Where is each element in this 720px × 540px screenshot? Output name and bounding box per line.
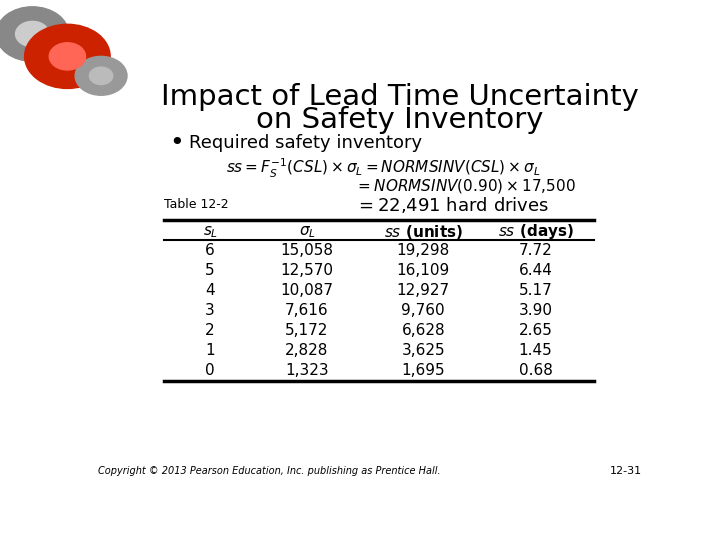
Text: 1,323: 1,323: [285, 363, 329, 378]
Text: $= \mathit{NORMSINV}(0.90)\times 17{,}500$: $= \mathit{NORMSINV}(0.90)\times 17{,}50…: [355, 178, 576, 195]
Text: $\mathit{ss}$ (days): $\mathit{ss}$ (days): [498, 222, 574, 241]
Text: Impact of Lead Time Uncertainty: Impact of Lead Time Uncertainty: [161, 83, 639, 111]
Text: 2,828: 2,828: [285, 343, 329, 358]
Circle shape: [89, 67, 113, 85]
Text: •: •: [169, 131, 184, 156]
Text: Required safety inventory: Required safety inventory: [189, 134, 423, 152]
Text: 12,570: 12,570: [281, 263, 333, 278]
Text: 1: 1: [205, 343, 215, 358]
Text: $\mathit{s}_L$: $\mathit{s}_L$: [202, 224, 217, 240]
Text: 6.44: 6.44: [518, 263, 552, 278]
Text: 5,172: 5,172: [285, 323, 329, 338]
Text: $= 22{,}491\ \mathrm{hard\ drives}$: $= 22{,}491\ \mathrm{hard\ drives}$: [355, 195, 549, 215]
Text: $\mathit{\sigma}_L$: $\mathit{\sigma}_L$: [299, 224, 315, 240]
Text: 16,109: 16,109: [397, 263, 450, 278]
Text: $\mathit{ss}$ (units): $\mathit{ss}$ (units): [384, 223, 463, 241]
Text: 0.68: 0.68: [518, 363, 552, 378]
Text: 3: 3: [205, 303, 215, 318]
Circle shape: [16, 22, 49, 46]
Circle shape: [49, 43, 86, 70]
Text: 0: 0: [205, 363, 215, 378]
Text: 5.17: 5.17: [518, 283, 552, 298]
Circle shape: [75, 56, 127, 95]
Text: 12,927: 12,927: [397, 283, 450, 298]
Text: 2: 2: [205, 323, 215, 338]
Text: 3,625: 3,625: [402, 343, 445, 358]
Text: 12-31: 12-31: [610, 466, 642, 476]
Text: 2.65: 2.65: [518, 323, 552, 338]
Text: on Safety Inventory: on Safety Inventory: [256, 106, 544, 134]
Text: 6: 6: [205, 243, 215, 258]
Text: Table 12-2: Table 12-2: [163, 198, 228, 212]
Text: 15,058: 15,058: [281, 243, 333, 258]
Circle shape: [0, 7, 68, 61]
Circle shape: [24, 24, 110, 89]
Text: 10,087: 10,087: [281, 283, 333, 298]
Text: 4: 4: [205, 283, 215, 298]
Text: 19,298: 19,298: [397, 243, 450, 258]
Text: 7,616: 7,616: [285, 303, 329, 318]
Text: Copyright © 2013 Pearson Education, Inc. publishing as Prentice Hall.: Copyright © 2013 Pearson Education, Inc.…: [98, 466, 441, 476]
Text: 6,628: 6,628: [402, 323, 445, 338]
Text: 5: 5: [205, 263, 215, 278]
Text: $\mathit{ss} = F_S^{-1}(\mathit{CSL})\times\sigma_L = \mathit{NORMSINV}(\mathit{: $\mathit{ss} = F_S^{-1}(\mathit{CSL})\ti…: [225, 157, 540, 180]
Text: 1,695: 1,695: [402, 363, 445, 378]
Text: 1.45: 1.45: [518, 343, 552, 358]
Text: 9,760: 9,760: [402, 303, 445, 318]
Text: 7.72: 7.72: [518, 243, 552, 258]
Text: 3.90: 3.90: [518, 303, 553, 318]
